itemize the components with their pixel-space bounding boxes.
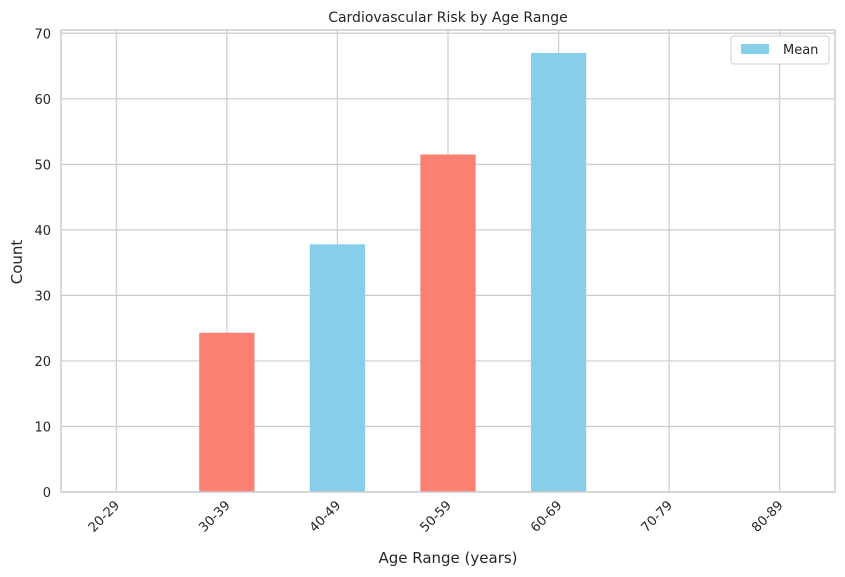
y-axis-label: Count: [8, 240, 26, 285]
legend-label: Mean: [783, 43, 818, 58]
y-tick-label: 60: [34, 93, 51, 108]
x-tick-label: 20-29: [86, 498, 123, 535]
bar-30-39: [199, 332, 255, 492]
x-tick-label: 70-79: [639, 498, 676, 535]
y-tick-label: 0: [43, 486, 51, 501]
bars: [199, 52, 587, 493]
x-tick-label: 30-39: [196, 498, 233, 535]
bar-50-59: [420, 154, 476, 493]
x-tick-label: 50-59: [418, 498, 455, 535]
x-tick-labels: 20-29 30-39 40-49 50-59 60-69 70-79 80-89: [86, 498, 787, 535]
chart-title: Cardiovascular Risk by Age Range: [328, 10, 568, 26]
bar-40-49: [309, 244, 366, 492]
axes-frame: [60, 29, 836, 493]
y-tick-label: 10: [34, 420, 51, 435]
legend-box: [730, 35, 830, 65]
y-tick-labels: 0 10 20 30 40 50 60 70: [34, 27, 51, 501]
y-tick-label: 70: [34, 27, 51, 42]
x-axis-label: Age Range (years): [378, 549, 517, 567]
legend: Mean: [730, 35, 830, 65]
y-tick-label: 30: [34, 289, 51, 304]
y-tick-label: 20: [34, 355, 51, 370]
x-tick-label: 80-89: [749, 498, 786, 535]
x-tick-label: 40-49: [307, 498, 344, 535]
legend-swatch: [741, 44, 769, 54]
y-tick-label: 50: [34, 158, 51, 173]
bar-60-69: [530, 52, 587, 493]
y-tick-label: 40: [34, 224, 51, 239]
x-tick-label: 60-69: [528, 498, 565, 535]
